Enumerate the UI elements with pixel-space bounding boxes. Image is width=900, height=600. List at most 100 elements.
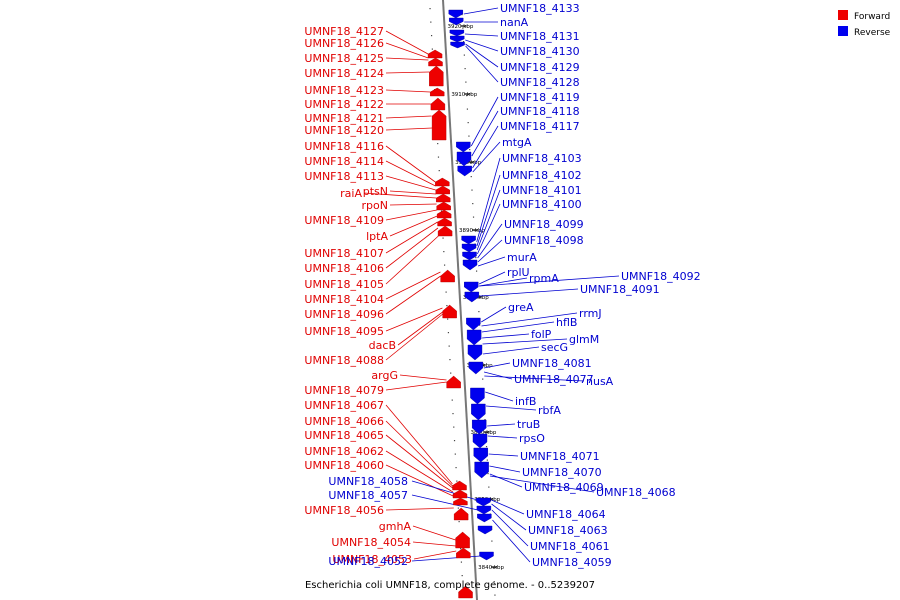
reverse-connector <box>465 43 499 68</box>
reverse-gene-label: rpmA <box>529 272 559 285</box>
reverse-gene <box>473 447 488 463</box>
forward-gene <box>435 177 450 187</box>
forward-gene-label: UMNF18_4116 <box>304 140 384 153</box>
tick-label: 3860 kbp <box>470 430 496 436</box>
minor-tick <box>437 156 440 158</box>
reverse-connector <box>465 45 499 83</box>
reverse-gene-label: UMNF18_4101 <box>502 184 582 197</box>
reverse-gene-label: UMNF18_4057 <box>328 489 408 502</box>
minor-tick <box>455 467 457 469</box>
reverse-gene-label: truB <box>517 418 540 431</box>
minor-tick <box>464 68 466 70</box>
minor-tick <box>454 453 456 455</box>
forward-gene-label: UMNF18_4056 <box>304 504 384 517</box>
legend-forward-label: Forward <box>854 12 890 22</box>
reverse-gene-label: UMNF18_4099 <box>504 218 584 231</box>
minor-tick <box>487 473 489 475</box>
reverse-connector <box>481 306 507 323</box>
reverse-connector <box>477 223 503 259</box>
reverse-gene <box>456 151 472 167</box>
reverse-gene <box>477 525 493 535</box>
reverse-gene <box>471 419 487 435</box>
forward-gene-label: UMNF18_4127 <box>304 25 384 38</box>
minor-tick <box>429 8 431 10</box>
forward-connector <box>385 42 429 59</box>
minor-tick <box>462 41 465 43</box>
minor-tick <box>460 561 463 563</box>
reverse-gene <box>476 497 491 507</box>
reverse-gene-label: rplU <box>507 266 530 279</box>
forward-gene-label: UMNF18_4106 <box>304 262 384 275</box>
reverse-gene <box>477 513 492 523</box>
forward-gene <box>436 209 452 219</box>
forward-connector <box>363 192 437 199</box>
forward-gene <box>453 497 468 506</box>
minor-tick <box>468 135 470 137</box>
reverse-gene-label: infB <box>515 395 536 408</box>
forward-gene <box>429 65 444 87</box>
reverse-gene <box>450 35 465 43</box>
reverse-gene-label: UMNF18_4071 <box>520 450 600 463</box>
reverse-gene <box>470 387 485 405</box>
reverse-gene <box>476 505 492 515</box>
forward-gene-label: UMNF18_4107 <box>304 247 384 260</box>
minor-tick <box>493 581 495 583</box>
legend-reverse-label: Reverse <box>854 28 891 38</box>
reverse-gene <box>457 165 472 177</box>
forward-gene-label: UMNF18_4120 <box>304 124 384 137</box>
forward-gene-label: UMNF18_4125 <box>304 52 384 65</box>
reverse-gene <box>456 141 471 153</box>
minor-tick <box>494 594 496 596</box>
forward-gene <box>435 185 450 195</box>
forward-gene-label: UMNF18_4060 <box>304 459 384 472</box>
minor-tick <box>457 507 459 509</box>
reverse-connector <box>481 321 555 333</box>
minor-tick <box>463 54 465 56</box>
minor-tick <box>453 426 455 428</box>
reverse-gene <box>466 329 482 346</box>
reverse-connector <box>481 312 578 327</box>
minor-tick <box>448 345 450 347</box>
reverse-gene <box>472 433 488 449</box>
reverse-connector <box>476 189 501 251</box>
minor-tick <box>477 297 479 299</box>
forward-gene <box>453 507 469 521</box>
reverse-gene-label: nusA <box>586 375 614 388</box>
forward-connector <box>385 507 454 511</box>
legend: Forward Reverse <box>838 10 891 38</box>
forward-gene-label: UMNF18_4109 <box>304 214 384 227</box>
reverse-gene <box>462 251 477 261</box>
reverse-gene-label: UMNF18_4070 <box>522 466 602 479</box>
reverse-gene <box>474 461 489 479</box>
forward-connector <box>385 127 433 131</box>
forward-connector <box>385 57 429 61</box>
minor-tick <box>437 143 439 145</box>
forward-gene <box>427 49 443 59</box>
forward-connector <box>399 374 447 381</box>
minor-tick <box>466 95 468 97</box>
reverse-gene <box>448 9 463 19</box>
forward-connector <box>385 464 454 497</box>
forward-connector <box>385 145 436 183</box>
reverse-gene-label: UMNF18_4098 <box>504 234 584 247</box>
minor-tick <box>479 324 481 326</box>
forward-gene-label: UMNF18_4053 <box>332 553 412 566</box>
reverse-connector <box>491 509 529 547</box>
reverse-connector <box>491 499 525 515</box>
reverse-gene-label: UMNF18_4092 <box>621 270 701 283</box>
forward-connector <box>397 311 443 346</box>
minor-tick <box>461 575 463 577</box>
forward-connector <box>385 404 453 485</box>
forward-gene <box>452 489 468 499</box>
minor-tick <box>431 48 433 50</box>
tick-label: 3840 kbp <box>478 565 504 571</box>
reverse-gene <box>471 403 486 421</box>
reverse-connector <box>491 503 527 531</box>
reverse-gene-label: UMNF18_4129 <box>500 61 580 74</box>
forward-gene <box>440 269 455 283</box>
reverse-connector <box>476 174 501 247</box>
forward-connector <box>385 450 454 493</box>
forward-gene <box>456 547 471 559</box>
minor-tick <box>475 257 477 259</box>
